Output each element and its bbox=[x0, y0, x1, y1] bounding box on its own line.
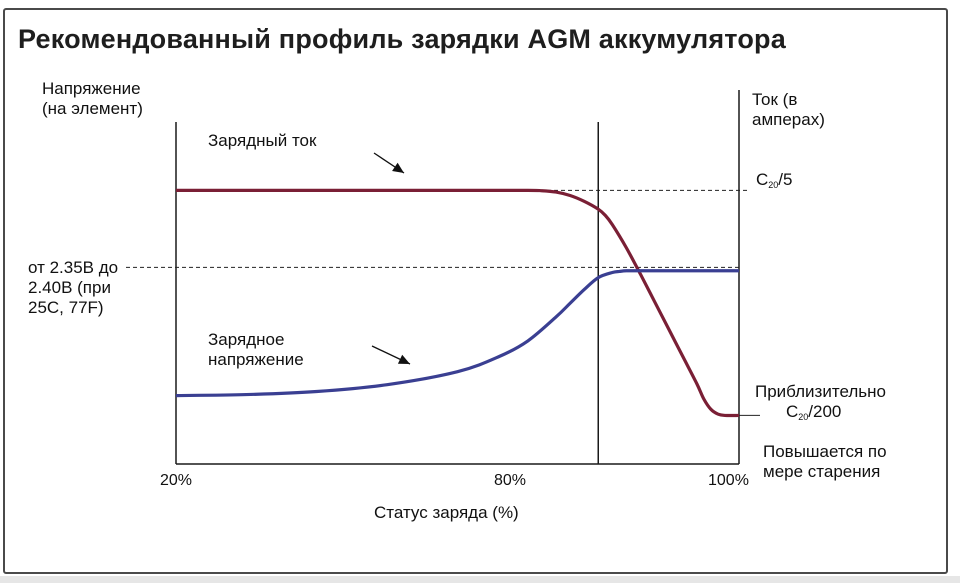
current-low-level-label: Приблизительно C20/200 bbox=[755, 382, 886, 427]
y-axis-left-label-line2: (на элемент) bbox=[42, 99, 143, 118]
voltage-series-label-line1: Зарядное bbox=[208, 330, 285, 349]
current-low-level-subscript: 20 bbox=[798, 412, 809, 422]
x-axis-label: Статус заряда (%) bbox=[374, 503, 519, 522]
current-high-level-subscript: 20 bbox=[768, 180, 779, 190]
current-low-level-value: C20/200 bbox=[755, 402, 886, 427]
y-axis-left-label-line1: Напряжение bbox=[42, 79, 141, 98]
voltage-level-label-line3: 25С, 77F) bbox=[28, 298, 104, 317]
current-high-level-rest: /5 bbox=[778, 170, 793, 189]
bottom-strip bbox=[0, 576, 960, 583]
voltage-level-label: от 2.35В до 2.40В (при 25С, 77F) bbox=[28, 258, 118, 318]
current-low-level-letter: C bbox=[786, 402, 799, 421]
current-series-label: Зарядный ток bbox=[208, 131, 317, 150]
y-axis-right-label-line2: амперах) bbox=[752, 110, 825, 129]
current-aging-note-line2: мере старения bbox=[763, 462, 881, 481]
y-axis-right-label: Ток (в амперах) bbox=[752, 90, 825, 130]
y-axis-right-label-line1: Ток (в bbox=[752, 90, 798, 109]
x-tick-label: 100% bbox=[708, 472, 749, 489]
current-aging-note-line1: Повышается по bbox=[763, 442, 887, 461]
voltage-level-label-line2: 2.40В (при bbox=[28, 278, 111, 297]
current-low-level-prefix: Приблизительно bbox=[755, 382, 886, 401]
current-aging-note: Повышается по мере старения bbox=[763, 442, 887, 482]
x-tick-label: 20% bbox=[160, 472, 193, 489]
charging-voltage-line bbox=[175, 269, 739, 398]
chart-frame bbox=[3, 8, 948, 574]
current-pointer-arrow-head bbox=[392, 162, 404, 173]
current-high-level-letter: C bbox=[756, 170, 769, 189]
voltage-series-label-line2: напряжение bbox=[208, 350, 304, 369]
voltage-pointer-arrow-head bbox=[397, 354, 410, 364]
current-high-level-label: C20/5 bbox=[756, 170, 792, 195]
charging-current-line bbox=[176, 188, 740, 418]
x-tick-label: 80% bbox=[494, 472, 527, 489]
current-low-level-rest: /200 bbox=[808, 402, 842, 421]
chart-title: Рекомендованный профиль зарядки AGM акку… bbox=[18, 24, 786, 54]
voltage-series-label: Зарядное напряжение bbox=[208, 330, 304, 370]
y-axis-left-label: Напряжение (на элемент) bbox=[42, 79, 143, 119]
voltage-level-label-line1: от 2.35В до bbox=[28, 258, 119, 277]
